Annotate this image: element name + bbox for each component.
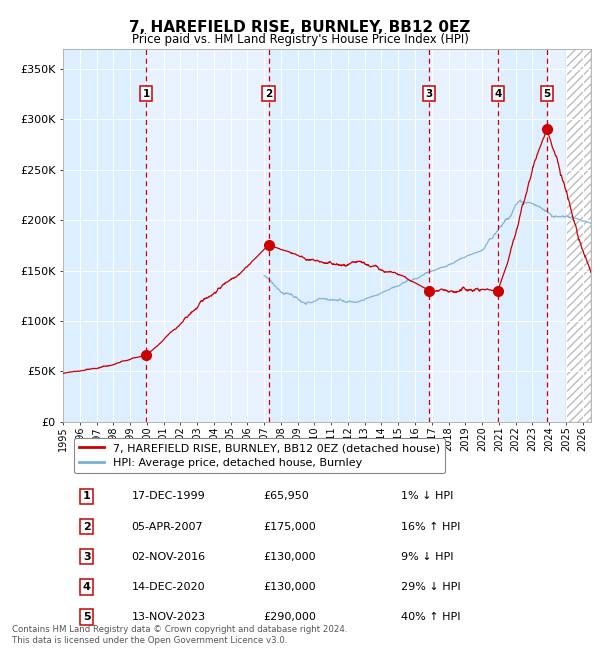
- Text: 5: 5: [543, 88, 551, 99]
- Text: 3: 3: [425, 88, 433, 99]
- Bar: [547, 49, 566, 422]
- Text: 16% ↑ HPI: 16% ↑ HPI: [401, 521, 460, 532]
- Bar: [146, 49, 269, 422]
- Text: 02-NOV-2016: 02-NOV-2016: [131, 552, 206, 562]
- Text: 29% ↓ HPI: 29% ↓ HPI: [401, 582, 461, 592]
- Text: £290,000: £290,000: [263, 612, 317, 622]
- Text: 4: 4: [83, 582, 91, 592]
- Text: 1: 1: [143, 88, 150, 99]
- Bar: [63, 49, 146, 422]
- Legend: 7, HAREFIELD RISE, BURNLEY, BB12 0EZ (detached house), HPI: Average price, detac: 7, HAREFIELD RISE, BURNLEY, BB12 0EZ (de…: [74, 437, 445, 473]
- Text: 13-NOV-2023: 13-NOV-2023: [131, 612, 206, 622]
- Bar: [269, 49, 429, 422]
- Text: £175,000: £175,000: [263, 521, 316, 532]
- Text: 17-DEC-1999: 17-DEC-1999: [131, 491, 205, 501]
- Bar: [429, 49, 498, 422]
- Text: 05-APR-2007: 05-APR-2007: [131, 521, 203, 532]
- Text: 3: 3: [83, 552, 91, 562]
- Text: Contains HM Land Registry data © Crown copyright and database right 2024.
This d: Contains HM Land Registry data © Crown c…: [12, 625, 347, 645]
- Bar: [498, 49, 547, 422]
- Text: 1: 1: [83, 491, 91, 501]
- Text: 7, HAREFIELD RISE, BURNLEY, BB12 0EZ: 7, HAREFIELD RISE, BURNLEY, BB12 0EZ: [130, 20, 470, 34]
- Text: £130,000: £130,000: [263, 552, 316, 562]
- Text: 14-DEC-2020: 14-DEC-2020: [131, 582, 205, 592]
- Text: Price paid vs. HM Land Registry's House Price Index (HPI): Price paid vs. HM Land Registry's House …: [131, 32, 469, 46]
- Text: £65,950: £65,950: [263, 491, 310, 501]
- Text: 2: 2: [83, 521, 91, 532]
- Text: £130,000: £130,000: [263, 582, 316, 592]
- Text: 1% ↓ HPI: 1% ↓ HPI: [401, 491, 453, 501]
- Text: 2: 2: [265, 88, 272, 99]
- Text: 5: 5: [83, 612, 91, 622]
- Text: 9% ↓ HPI: 9% ↓ HPI: [401, 552, 454, 562]
- Bar: [566, 49, 591, 422]
- Text: 4: 4: [494, 88, 502, 99]
- Text: 40% ↑ HPI: 40% ↑ HPI: [401, 612, 460, 622]
